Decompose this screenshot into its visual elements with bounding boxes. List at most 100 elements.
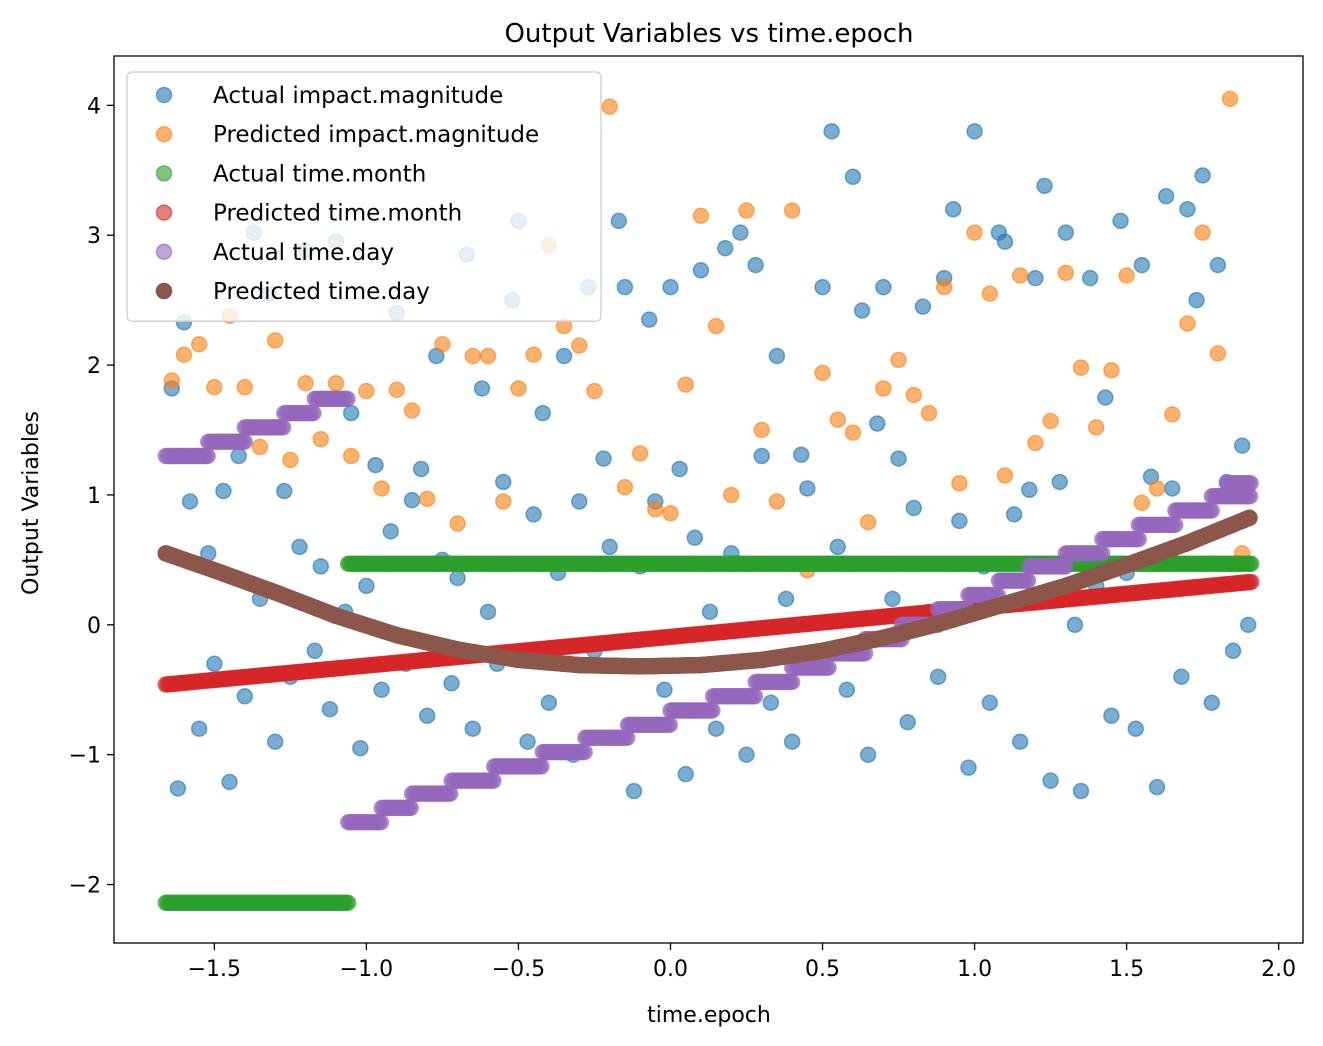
data-point [1209, 256, 1227, 274]
data-point [945, 200, 962, 218]
data-point [1103, 362, 1120, 379]
data-point [1133, 256, 1151, 274]
data-point [746, 688, 764, 705]
y-axis: −2 −1 0 1 2 3 4 [69, 94, 114, 899]
data-point [783, 673, 801, 691]
data-point [820, 659, 837, 676]
data-point [1103, 707, 1120, 724]
legend-label: Actual time.month [213, 161, 426, 187]
x-tick-label: 1.5 [1109, 957, 1144, 982]
data-point [443, 675, 460, 692]
data-point [677, 765, 694, 783]
data-point [1087, 419, 1105, 436]
data-point [875, 278, 892, 296]
legend-marker [155, 243, 173, 261]
legend-marker [155, 165, 173, 182]
x-tick-label: 0.5 [805, 957, 840, 982]
data-point [960, 759, 977, 776]
data-point [479, 603, 497, 621]
data-point [1188, 291, 1205, 309]
data-point [1118, 267, 1135, 284]
plot-area [157, 90, 1260, 911]
data-point [190, 336, 208, 353]
data-point [479, 347, 497, 365]
data-point [434, 336, 451, 353]
data-point [723, 486, 740, 504]
data-point [1094, 545, 1111, 562]
data-point [1127, 720, 1144, 737]
data-point [640, 311, 658, 328]
data-point [914, 298, 932, 315]
data-point [625, 782, 643, 800]
data-point [306, 642, 323, 660]
data-point [768, 347, 786, 365]
data-point [221, 773, 238, 791]
data-point [1240, 616, 1257, 634]
data-point [996, 467, 1014, 484]
data-point [829, 411, 846, 428]
data-point [266, 733, 284, 750]
data-point [661, 716, 679, 734]
data-point [297, 375, 314, 392]
legend-label: Actual impact.magnitude [213, 83, 503, 109]
data-point [358, 382, 375, 400]
data-point [449, 515, 466, 532]
data-point [1057, 224, 1075, 241]
data-point [586, 382, 603, 400]
data-point [199, 447, 216, 465]
legend-entry: Predicted impact.magnitude [155, 122, 539, 148]
data-point [707, 317, 725, 335]
legend-marker [155, 86, 173, 104]
data-point [616, 478, 634, 496]
data-point [905, 386, 923, 404]
data-point [753, 421, 770, 439]
data-point [686, 529, 704, 547]
data-point [905, 499, 923, 517]
data-point [732, 224, 749, 241]
data-point [1027, 269, 1044, 287]
data-point [403, 491, 421, 509]
data-point [206, 655, 223, 673]
data-point [373, 480, 390, 497]
data-point [692, 207, 710, 224]
legend-entry: Actual impact.magnitude [155, 83, 503, 109]
y-tick-label: 2 [87, 354, 101, 379]
data-point [1011, 733, 1029, 750]
data-point [890, 450, 907, 467]
data-point [616, 278, 634, 296]
data-point [403, 402, 421, 419]
data-point [792, 446, 810, 463]
y-tick-label: −2 [69, 874, 101, 899]
data-point [951, 512, 968, 530]
data-point [291, 538, 308, 556]
data-point [707, 720, 725, 737]
data-point [1148, 778, 1166, 796]
data-point [814, 278, 831, 296]
data-point [1221, 90, 1239, 108]
x-tick-label: −1.5 [188, 957, 241, 982]
data-point [601, 538, 618, 556]
data-point [662, 504, 679, 522]
data-point [571, 337, 588, 354]
data-point [1179, 200, 1196, 218]
data-point [236, 433, 254, 450]
data-point [747, 256, 764, 274]
data-point [647, 500, 664, 518]
chart-title: Output Variables vs time.epoch [504, 19, 913, 49]
data-point [485, 772, 502, 789]
data-point [464, 347, 482, 365]
data-point [418, 707, 436, 724]
data-point [777, 590, 795, 608]
data-point [1167, 516, 1184, 534]
data-point [814, 364, 831, 382]
data-point [783, 202, 801, 219]
data-point [339, 894, 357, 911]
data-point [1066, 616, 1084, 634]
data-point [282, 451, 299, 469]
data-point [844, 168, 862, 186]
legend-entry: Predicted time.day [155, 279, 430, 305]
data-point [859, 746, 877, 763]
data-point [327, 375, 345, 392]
legend-frame [126, 71, 602, 322]
